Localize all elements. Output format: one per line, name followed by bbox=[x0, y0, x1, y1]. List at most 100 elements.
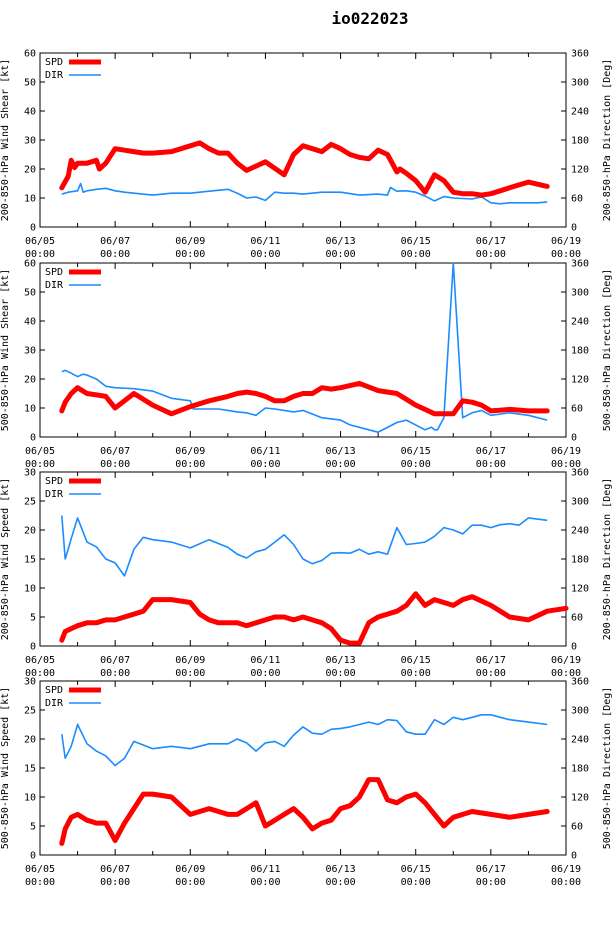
x-tick-label-time: 00:00 bbox=[551, 877, 581, 888]
y2-tick-label: 300 bbox=[571, 497, 589, 508]
x-tick-label-time: 00:00 bbox=[250, 249, 280, 260]
x-tick-label-date: 06/13 bbox=[326, 446, 356, 457]
y2-tick-label: 240 bbox=[571, 526, 589, 537]
x-tick-label-date: 06/05 bbox=[25, 446, 55, 457]
y-tick-label: 20 bbox=[24, 735, 36, 746]
x-tick-label-date: 06/07 bbox=[100, 236, 130, 247]
y-tick-label: 10 bbox=[24, 584, 36, 595]
y-axis-label: 500-850-hPa Wind Shear [kt] bbox=[0, 269, 11, 432]
x-tick-label-date: 06/07 bbox=[100, 864, 130, 875]
x-tick-label-date: 06/19 bbox=[551, 655, 581, 666]
dir-series-line bbox=[61, 515, 548, 577]
y-tick-label: 40 bbox=[24, 317, 36, 328]
x-tick-label-time: 00:00 bbox=[401, 877, 431, 888]
spd-series-line bbox=[59, 140, 550, 198]
y-tick-label: 60 bbox=[24, 259, 36, 270]
y2-tick-label: 0 bbox=[571, 433, 577, 444]
y2-tick-label: 0 bbox=[571, 223, 577, 234]
x-tick-label-date: 06/05 bbox=[25, 236, 55, 247]
x-tick-label-date: 06/17 bbox=[476, 446, 506, 457]
y2-axis-label: 500-850-hPa Direction [Deg] bbox=[602, 269, 613, 432]
y-tick-label: 0 bbox=[30, 642, 36, 653]
y-tick-label: 20 bbox=[24, 526, 36, 537]
x-tick-label-time: 00:00 bbox=[250, 668, 280, 679]
x-tick-label-date: 06/07 bbox=[100, 446, 130, 457]
x-tick-label-date: 06/13 bbox=[326, 655, 356, 666]
x-tick-label-date: 06/13 bbox=[326, 864, 356, 875]
dir-series-line bbox=[61, 262, 548, 434]
x-tick-label-time: 00:00 bbox=[175, 668, 205, 679]
y2-tick-label: 120 bbox=[571, 375, 589, 386]
x-tick-label-time: 00:00 bbox=[100, 877, 130, 888]
x-tick-label-time: 00:00 bbox=[250, 877, 280, 888]
legend-label-spd: SPD bbox=[45, 476, 63, 487]
x-tick-label-time: 00:00 bbox=[25, 459, 55, 470]
y2-tick-label: 120 bbox=[571, 793, 589, 804]
x-tick-label-time: 00:00 bbox=[250, 459, 280, 470]
spd-series-line bbox=[59, 591, 569, 646]
y-tick-label: 60 bbox=[24, 49, 36, 60]
x-tick-label-time: 00:00 bbox=[476, 668, 506, 679]
x-tick-label-date: 06/17 bbox=[476, 236, 506, 247]
y2-axis-label: 200-850-hPa Direction [Deg] bbox=[602, 478, 613, 641]
x-tick-label-time: 00:00 bbox=[401, 668, 431, 679]
x-tick-label-time: 00:00 bbox=[25, 668, 55, 679]
y-tick-label: 0 bbox=[30, 223, 36, 234]
x-tick-label-date: 06/05 bbox=[25, 864, 55, 875]
x-tick-label-date: 06/09 bbox=[175, 655, 205, 666]
legend-label-spd: SPD bbox=[45, 267, 63, 278]
legend-label-spd: SPD bbox=[45, 685, 63, 696]
y-tick-label: 25 bbox=[24, 497, 36, 508]
x-tick-label-date: 06/09 bbox=[175, 236, 205, 247]
y2-tick-label: 360 bbox=[571, 677, 589, 688]
x-tick-label-date: 06/11 bbox=[250, 446, 280, 457]
dir-series-line bbox=[61, 182, 548, 205]
y2-tick-label: 180 bbox=[571, 764, 589, 775]
y2-tick-label: 180 bbox=[571, 555, 589, 566]
x-tick-label-time: 00:00 bbox=[476, 249, 506, 260]
y2-tick-label: 240 bbox=[571, 107, 589, 118]
x-tick-label-date: 06/11 bbox=[250, 236, 280, 247]
x-tick-label-time: 00:00 bbox=[100, 459, 130, 470]
y-tick-label: 30 bbox=[24, 468, 36, 479]
x-tick-label-time: 00:00 bbox=[326, 249, 356, 260]
x-tick-label-time: 00:00 bbox=[100, 668, 130, 679]
x-tick-label-date: 06/15 bbox=[401, 655, 431, 666]
x-tick-label-date: 06/19 bbox=[551, 864, 581, 875]
chart-panel-2: 0 10 20 30 40 50 60 0 60 120 180 240 300 360 06/05 00:0… bbox=[0, 259, 613, 471]
x-tick-label-time: 00:00 bbox=[25, 877, 55, 888]
y-tick-label: 30 bbox=[24, 677, 36, 688]
y-tick-label: 15 bbox=[24, 555, 36, 566]
chart-panel-1: 0 10 20 30 40 50 60 0 60 120 180 240 300 360 06/05 00:0… bbox=[0, 49, 613, 261]
y2-tick-label: 60 bbox=[571, 822, 583, 833]
y2-tick-label: 0 bbox=[571, 642, 577, 653]
y2-axis-label: 200-850-hPa Direction [Deg] bbox=[602, 59, 613, 222]
y2-tick-label: 60 bbox=[571, 404, 583, 415]
legend-label-dir: DIR bbox=[45, 489, 64, 500]
y2-tick-label: 300 bbox=[571, 706, 589, 717]
y-tick-label: 50 bbox=[24, 288, 36, 299]
y2-tick-label: 300 bbox=[571, 288, 589, 299]
x-tick-label-date: 06/19 bbox=[551, 446, 581, 457]
x-tick-label-date: 06/17 bbox=[476, 655, 506, 666]
x-tick-label-date: 06/05 bbox=[25, 655, 55, 666]
y2-tick-label: 60 bbox=[571, 613, 583, 624]
y-tick-label: 15 bbox=[24, 764, 36, 775]
y-tick-label: 50 bbox=[24, 78, 36, 89]
y-tick-label: 25 bbox=[24, 706, 36, 717]
y2-tick-label: 360 bbox=[571, 259, 589, 270]
y2-tick-label: 360 bbox=[571, 468, 589, 479]
legend-label-dir: DIR bbox=[45, 280, 64, 291]
y-tick-label: 5 bbox=[30, 613, 36, 624]
y2-tick-label: 0 bbox=[571, 851, 577, 862]
y-tick-label: 30 bbox=[24, 346, 36, 357]
y2-tick-label: 120 bbox=[571, 165, 589, 176]
spd-series-line bbox=[59, 380, 550, 417]
chart-panel-3: 05101520253006012018024030036006/0500:00… bbox=[0, 468, 613, 680]
y2-tick-label: 240 bbox=[571, 735, 589, 746]
legend-label-dir: DIR bbox=[45, 698, 64, 709]
y-tick-label: 0 bbox=[30, 851, 36, 862]
x-tick-label-date: 06/13 bbox=[326, 236, 356, 247]
